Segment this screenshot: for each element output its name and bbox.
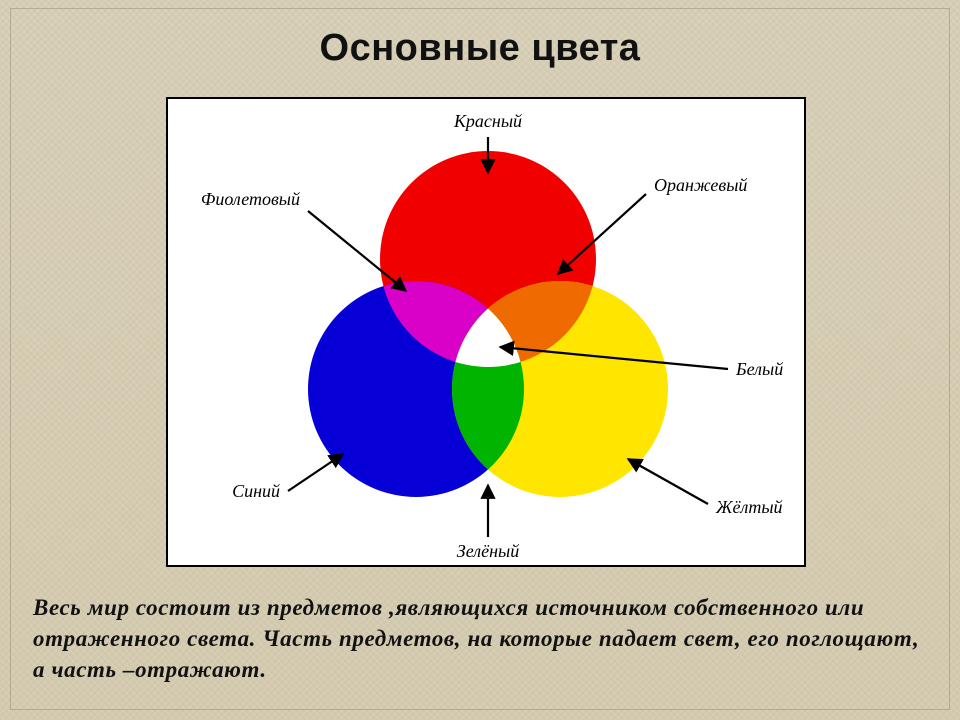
arrow-yellow — [628, 459, 708, 504]
venn-svg: Красный Оранжевый Белый Жёлтый Зелёный С… — [168, 99, 808, 569]
color-venn-diagram: Красный Оранжевый Белый Жёлтый Зелёный С… — [166, 97, 806, 567]
page-title: Основные цвета — [11, 27, 949, 70]
arrow-blue — [288, 454, 343, 491]
label-yellow: Жёлтый — [715, 497, 783, 517]
caption-text: Весь мир состоит из предметов ,являющихс… — [33, 592, 927, 685]
label-green: Зелёный — [457, 541, 519, 561]
label-white: Белый — [735, 359, 783, 379]
slide-frame: Основные цвета — [10, 8, 950, 710]
label-red: Красный — [453, 111, 522, 131]
label-blue: Синий — [232, 481, 280, 501]
label-orange: Оранжевый — [654, 175, 747, 195]
label-violet: Фиолетовый — [201, 189, 300, 209]
